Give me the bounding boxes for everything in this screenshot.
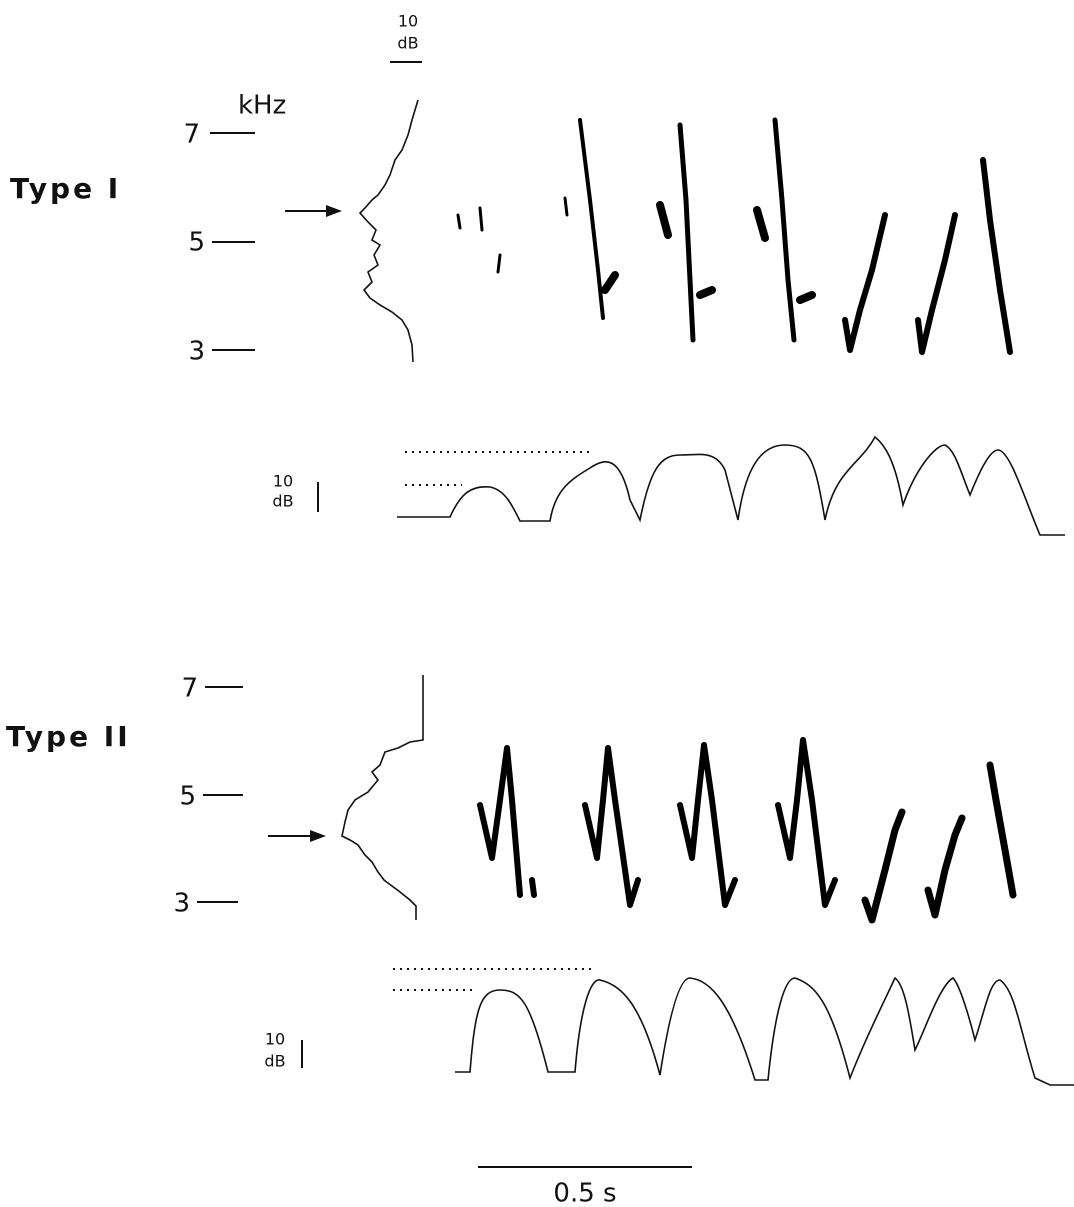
- syllable: [915, 212, 958, 355]
- syllable: [456, 196, 569, 274]
- spectrum-trace: [341, 675, 424, 920]
- syllable: [677, 122, 696, 343]
- syllables: [477, 737, 1017, 924]
- syllable: [861, 808, 906, 924]
- syllables: [456, 117, 1013, 355]
- freq-tick: 7: [181, 674, 198, 704]
- syllable: [924, 814, 966, 919]
- freq-tick: 3: [188, 337, 205, 367]
- syllable: [601, 271, 619, 294]
- arrow-head: [326, 205, 342, 217]
- freq-tick: 5: [179, 782, 196, 812]
- freq-tick: 3: [173, 889, 190, 919]
- amp-scale-unit: dB: [272, 492, 293, 511]
- syllable: [986, 761, 1017, 899]
- panel-type-2: 7 5 3 Type II 10 dB: [6, 674, 1074, 1086]
- spectrum-scale-value: 10: [398, 12, 418, 31]
- amplitude-envelope: [455, 976, 1074, 1086]
- syllable: [582, 745, 641, 908]
- spectrum-trace: [358, 99, 419, 363]
- freq-tick: 7: [183, 120, 200, 150]
- syllable: [772, 117, 797, 343]
- syllable: [980, 157, 1013, 355]
- spectrum-scale-unit: dB: [397, 34, 418, 53]
- syllable: [677, 742, 738, 908]
- syllable: [578, 118, 605, 320]
- syllable: [842, 212, 888, 353]
- time-scale-label: 0.5 s: [553, 1179, 616, 1207]
- amp-scale-unit: dB: [264, 1052, 285, 1071]
- amp-scale-value: 10: [273, 472, 293, 491]
- arrow-head: [310, 830, 326, 842]
- freq-unit: kHz: [238, 91, 286, 121]
- type-label: Type I: [10, 172, 121, 205]
- amp-scale-value: 10: [265, 1030, 285, 1049]
- panel-type-1: 10 dB kHz 7 5 3 Type I 10 dB: [10, 12, 1065, 536]
- syllable: [477, 745, 537, 898]
- syllable: [753, 206, 816, 304]
- syllable: [775, 737, 838, 908]
- amplitude-envelope: [397, 435, 1065, 536]
- syllable: [656, 201, 716, 299]
- freq-tick: 5: [188, 228, 205, 258]
- type-label: Type II: [6, 720, 131, 753]
